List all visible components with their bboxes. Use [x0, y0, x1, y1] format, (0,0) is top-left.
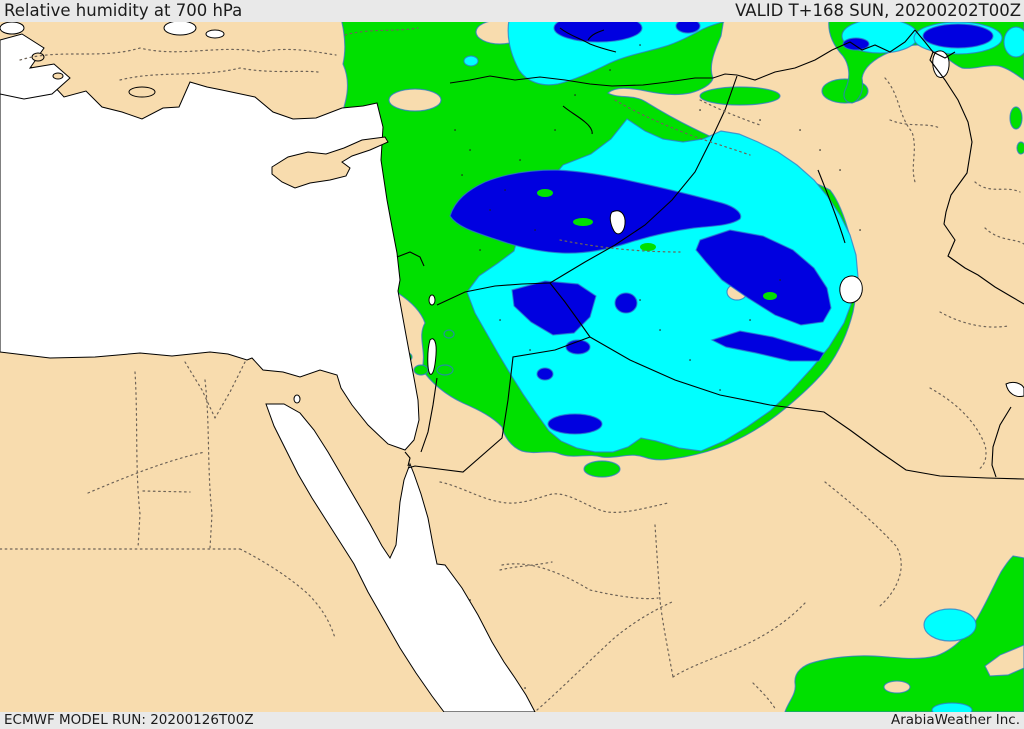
border-kuwait — [991, 406, 1012, 478]
dry-island — [388, 88, 442, 112]
contour-green-southeast-band — [784, 555, 1024, 713]
admin-line — [672, 602, 806, 678]
river-squiggle — [559, 27, 617, 53]
green-hole — [640, 243, 656, 251]
admin-line — [614, 99, 751, 156]
contour-cyan-northeast — [1003, 26, 1024, 58]
admin-line — [824, 481, 902, 607]
contour-blue-northeast — [842, 37, 870, 51]
marmara-sea — [205, 29, 225, 39]
bitter-lakes — [293, 394, 301, 404]
contour-blue-blob — [536, 367, 554, 381]
sea-of-galilee — [428, 294, 436, 306]
islands — [31, 52, 389, 189]
branding-label: ArabiaWeather Inc. — [890, 712, 1020, 728]
admin-line — [499, 561, 553, 571]
contour-green-blob — [583, 460, 621, 478]
dry-island — [883, 680, 911, 694]
dry-notch-southeast — [984, 644, 1024, 677]
lake-assad — [562, 105, 593, 135]
green-hole — [763, 292, 777, 300]
dead-sea — [427, 338, 437, 375]
green-hole — [573, 218, 593, 226]
contour-blue-blob — [547, 413, 603, 435]
sea-patch — [0, 21, 25, 35]
admin-line — [884, 77, 916, 183]
admin-line — [939, 311, 1009, 328]
island — [128, 86, 156, 98]
page-title: Relative humidity at 700 hPa — [4, 1, 243, 20]
river-squiggle — [587, 29, 605, 41]
valid-time-label: VALID T+168 SUN, 20200202T00Z — [735, 1, 1021, 20]
border-iraq-saudi — [589, 336, 1024, 480]
border-jordan-iraq — [549, 282, 591, 338]
map-speckles — [454, 44, 861, 689]
lake-urmia — [932, 50, 950, 79]
admin-line — [752, 682, 777, 711]
border-syria-jordan — [436, 282, 551, 306]
island — [31, 52, 45, 62]
border-turkey-syria — [449, 73, 738, 87]
admin-line — [889, 119, 941, 129]
lake-tharthar — [609, 210, 626, 235]
salt-lake — [839, 275, 863, 304]
contour-blue-blob — [614, 292, 638, 314]
admin-line — [344, 27, 419, 36]
admin-line — [134, 371, 141, 549]
contour-blue-northeast — [922, 23, 994, 49]
contour-blue-streak — [449, 169, 742, 254]
footer-bar: ECMWF MODEL RUN: 20200126T00Z ArabiaWeat… — [0, 712, 1024, 729]
contour-cyan-southeast — [923, 608, 977, 642]
admin-line — [974, 181, 1021, 193]
contour-green-holes — [537, 189, 777, 300]
green-hole — [537, 189, 553, 197]
border-turkey-east — [736, 29, 916, 81]
admin-line — [184, 361, 246, 419]
admin-line — [929, 387, 987, 471]
border-israel-jordan — [420, 377, 438, 453]
marsh-lake — [1005, 381, 1024, 397]
border-iran-iraq — [929, 51, 1024, 305]
admin-line — [984, 227, 1024, 245]
humidity-contours-level3 — [449, 13, 994, 435]
admin-line — [119, 67, 319, 81]
contour-blue-blob — [565, 339, 591, 355]
contour-green-blob — [436, 364, 454, 376]
border-israel-egypt — [404, 451, 411, 467]
country-borders — [396, 29, 1024, 480]
contour-green-blob — [1009, 106, 1023, 130]
admin-line — [536, 601, 673, 711]
model-run-label: ECMWF MODEL RUN: 20200126T00Z — [4, 712, 254, 728]
island — [52, 72, 64, 80]
aegean-sea — [0, 33, 71, 100]
contour-green-blob — [413, 364, 429, 376]
rivers — [559, 27, 846, 244]
cyprus-island — [271, 136, 389, 189]
admin-line — [87, 451, 206, 494]
admin-boundaries — [0, 27, 1024, 711]
red-sea — [265, 403, 536, 713]
admin-line — [239, 548, 336, 639]
contour-cyan-dot — [463, 55, 479, 67]
admin-line — [204, 379, 213, 549]
contour-green-tongue — [699, 86, 781, 106]
contour-blue-south — [710, 330, 825, 362]
border-jordan-saudi — [407, 336, 591, 473]
river-tigris — [817, 169, 846, 244]
border-syria-iraq — [549, 75, 738, 284]
header-bar: Relative humidity at 700 hPa VALID T+168… — [0, 0, 1024, 22]
admin-line — [699, 99, 761, 126]
contour-green-blob — [1016, 141, 1024, 155]
admin-line — [19, 47, 337, 61]
marmara-sea — [163, 20, 197, 36]
admin-line — [439, 481, 669, 513]
contour-blue-east — [695, 229, 832, 326]
border-lebanon — [396, 251, 425, 267]
admin-line — [501, 563, 659, 600]
contour-green-blob — [443, 329, 455, 339]
